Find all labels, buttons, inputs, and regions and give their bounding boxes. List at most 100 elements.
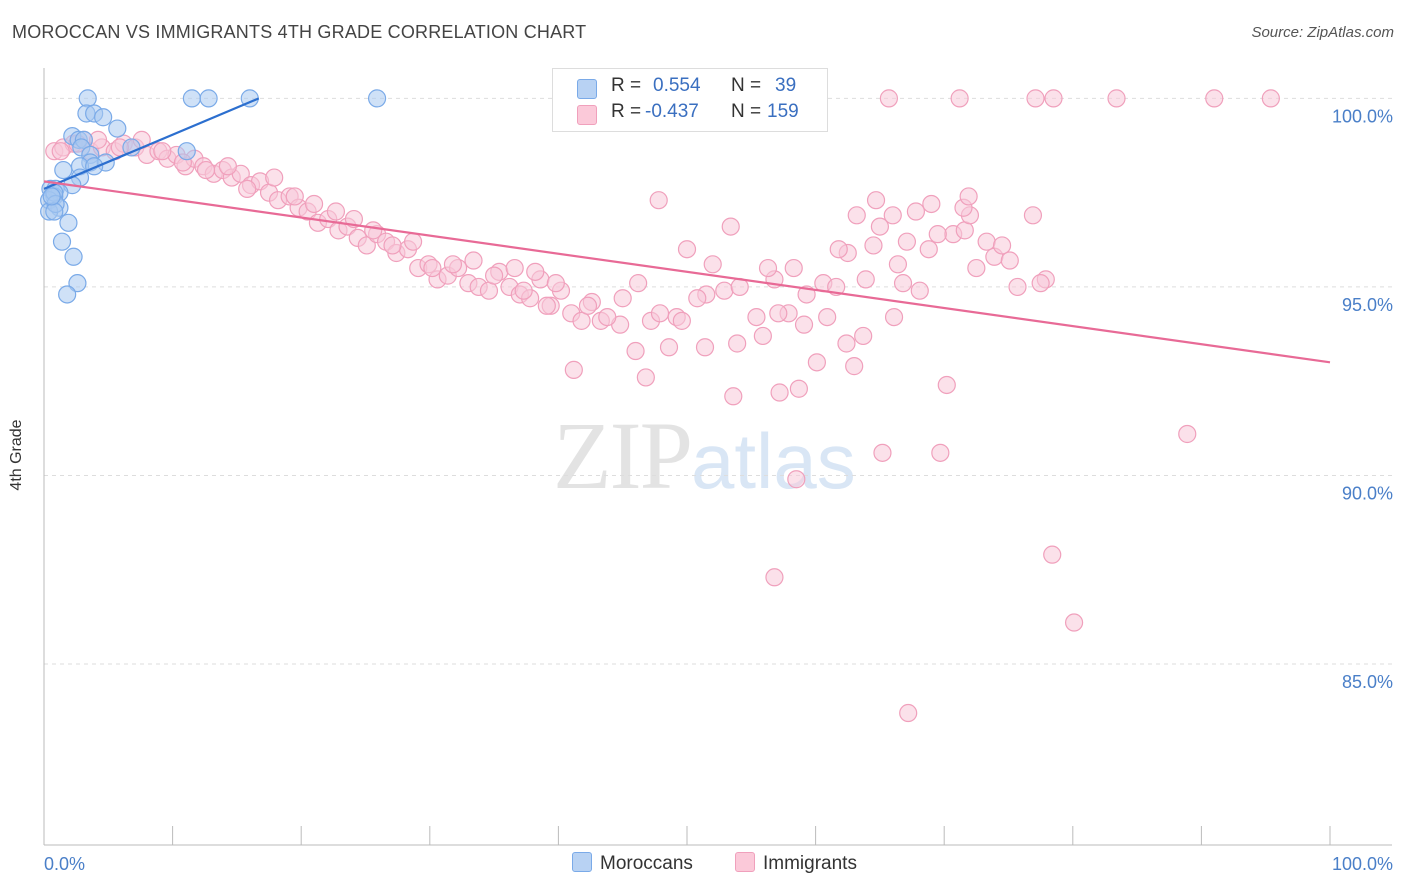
immigrants-point bbox=[721, 217, 740, 236]
immigrants-point bbox=[1023, 206, 1043, 225]
legend-item-immigrants: Immigrants bbox=[735, 852, 857, 875]
legend-label-moroccans: Moroccans bbox=[600, 853, 693, 874]
immigrants-point bbox=[959, 187, 978, 206]
immigrants-point bbox=[285, 187, 304, 206]
immigrants-point bbox=[572, 311, 591, 330]
immigrants-point bbox=[629, 274, 648, 293]
immigrants-points bbox=[45, 89, 1280, 723]
moroccans-swatch bbox=[572, 852, 592, 872]
immigrants-point bbox=[770, 383, 789, 402]
immigrants-point bbox=[514, 281, 533, 300]
y-tick-label: 95.0% bbox=[1342, 295, 1393, 315]
moroccans-point bbox=[182, 89, 201, 108]
immigrants-point bbox=[304, 194, 324, 214]
immigrants-point bbox=[888, 255, 908, 274]
immigrants-point bbox=[847, 206, 866, 225]
moroccans-point bbox=[108, 119, 127, 138]
moroccans-point bbox=[199, 89, 218, 108]
immigrants-point bbox=[922, 194, 941, 214]
immigrants-point bbox=[326, 202, 346, 221]
immigrants-point bbox=[364, 221, 383, 240]
immigrants-point bbox=[724, 387, 743, 406]
immigrants-point bbox=[1043, 545, 1062, 564]
n-label: N = bbox=[731, 101, 762, 122]
moroccans-trend-line bbox=[43, 97, 260, 190]
immigrants-point bbox=[967, 258, 986, 278]
moroccans-point bbox=[52, 232, 72, 251]
immigrants-point bbox=[423, 258, 442, 278]
n-value: 39 bbox=[775, 75, 797, 96]
immigrants-swatch bbox=[735, 852, 755, 872]
n-value: 159 bbox=[767, 101, 799, 122]
legend-row-moroccans: R = 0.554 N = 39 bbox=[553, 75, 827, 101]
source-label: Source: ZipAtlas.com bbox=[1251, 24, 1394, 41]
immigrants-point bbox=[893, 274, 913, 293]
immigrants-point bbox=[879, 89, 899, 108]
moroccans-point bbox=[64, 247, 83, 266]
immigrants-point bbox=[383, 236, 402, 255]
immigrants-point bbox=[1026, 89, 1045, 108]
immigrants-point bbox=[928, 225, 947, 244]
y-tick-label: 85.0% bbox=[1342, 672, 1393, 692]
immigrants-point bbox=[758, 258, 778, 278]
moroccans-point bbox=[367, 89, 387, 108]
immigrants-point bbox=[695, 338, 715, 357]
immigrants-point bbox=[769, 304, 788, 323]
immigrants-point bbox=[677, 240, 697, 259]
immigrants-point bbox=[649, 191, 668, 210]
x-tick-label: 0.0% bbox=[44, 854, 85, 874]
immigrants-point bbox=[870, 217, 890, 236]
immigrants-point bbox=[854, 326, 873, 346]
immigrants-point bbox=[977, 232, 996, 251]
immigrants-point bbox=[505, 258, 524, 278]
correlation-legend: R = 0.554 N = 39 R = -0.437 N = 159 bbox=[552, 68, 828, 132]
immigrants-point bbox=[51, 142, 70, 161]
r-label: R = bbox=[611, 75, 642, 96]
immigrants-point bbox=[910, 281, 929, 300]
immigrants-point bbox=[864, 236, 883, 255]
immigrants-point bbox=[950, 89, 969, 108]
immigrants-point bbox=[537, 296, 556, 315]
immigrants-point bbox=[703, 255, 722, 274]
immigrants-point bbox=[688, 289, 707, 308]
immigrants-point bbox=[906, 202, 926, 221]
r-value: 0.554 bbox=[653, 75, 701, 96]
immigrants-point bbox=[613, 289, 632, 308]
immigrants-trend-line bbox=[43, 180, 1331, 364]
immigrants-point bbox=[1031, 274, 1050, 293]
immigrants-point bbox=[238, 179, 257, 198]
moroccans-point bbox=[54, 160, 73, 180]
immigrants-point bbox=[884, 307, 904, 327]
watermark: ZIPatlas bbox=[553, 400, 856, 511]
immigrants-point bbox=[899, 703, 918, 723]
immigrants-point bbox=[955, 221, 974, 240]
immigrants-point bbox=[672, 311, 691, 330]
immigrants-point bbox=[753, 326, 772, 346]
immigrants-point bbox=[856, 270, 875, 289]
moroccans-swatch bbox=[577, 79, 597, 99]
immigrants-point bbox=[931, 443, 950, 462]
immigrants-point bbox=[1107, 89, 1126, 108]
moroccans-point bbox=[177, 142, 196, 161]
y-tick-label: 100.0% bbox=[1332, 106, 1393, 126]
immigrants-point bbox=[794, 315, 814, 334]
immigrants-point bbox=[818, 307, 837, 327]
immigrants-point bbox=[218, 157, 237, 176]
n-label: N = bbox=[731, 75, 762, 96]
r-label: R = bbox=[611, 101, 642, 122]
immigrants-point bbox=[443, 255, 463, 274]
immigrants-point bbox=[866, 191, 886, 210]
x-tick-label: 100.0% bbox=[1332, 854, 1393, 874]
immigrants-point bbox=[650, 304, 670, 323]
immigrants-point bbox=[578, 296, 598, 315]
immigrants-point bbox=[357, 236, 376, 255]
immigrants-point bbox=[153, 142, 172, 161]
immigrants-point bbox=[883, 206, 902, 225]
moroccans-point bbox=[78, 89, 97, 108]
immigrants-point bbox=[464, 251, 483, 270]
immigrants-point bbox=[937, 375, 956, 395]
chart-title: MOROCCAN VS IMMIGRANTS 4TH GRADE CORRELA… bbox=[12, 22, 587, 42]
immigrants-point bbox=[765, 568, 784, 587]
immigrants-point bbox=[829, 240, 848, 259]
